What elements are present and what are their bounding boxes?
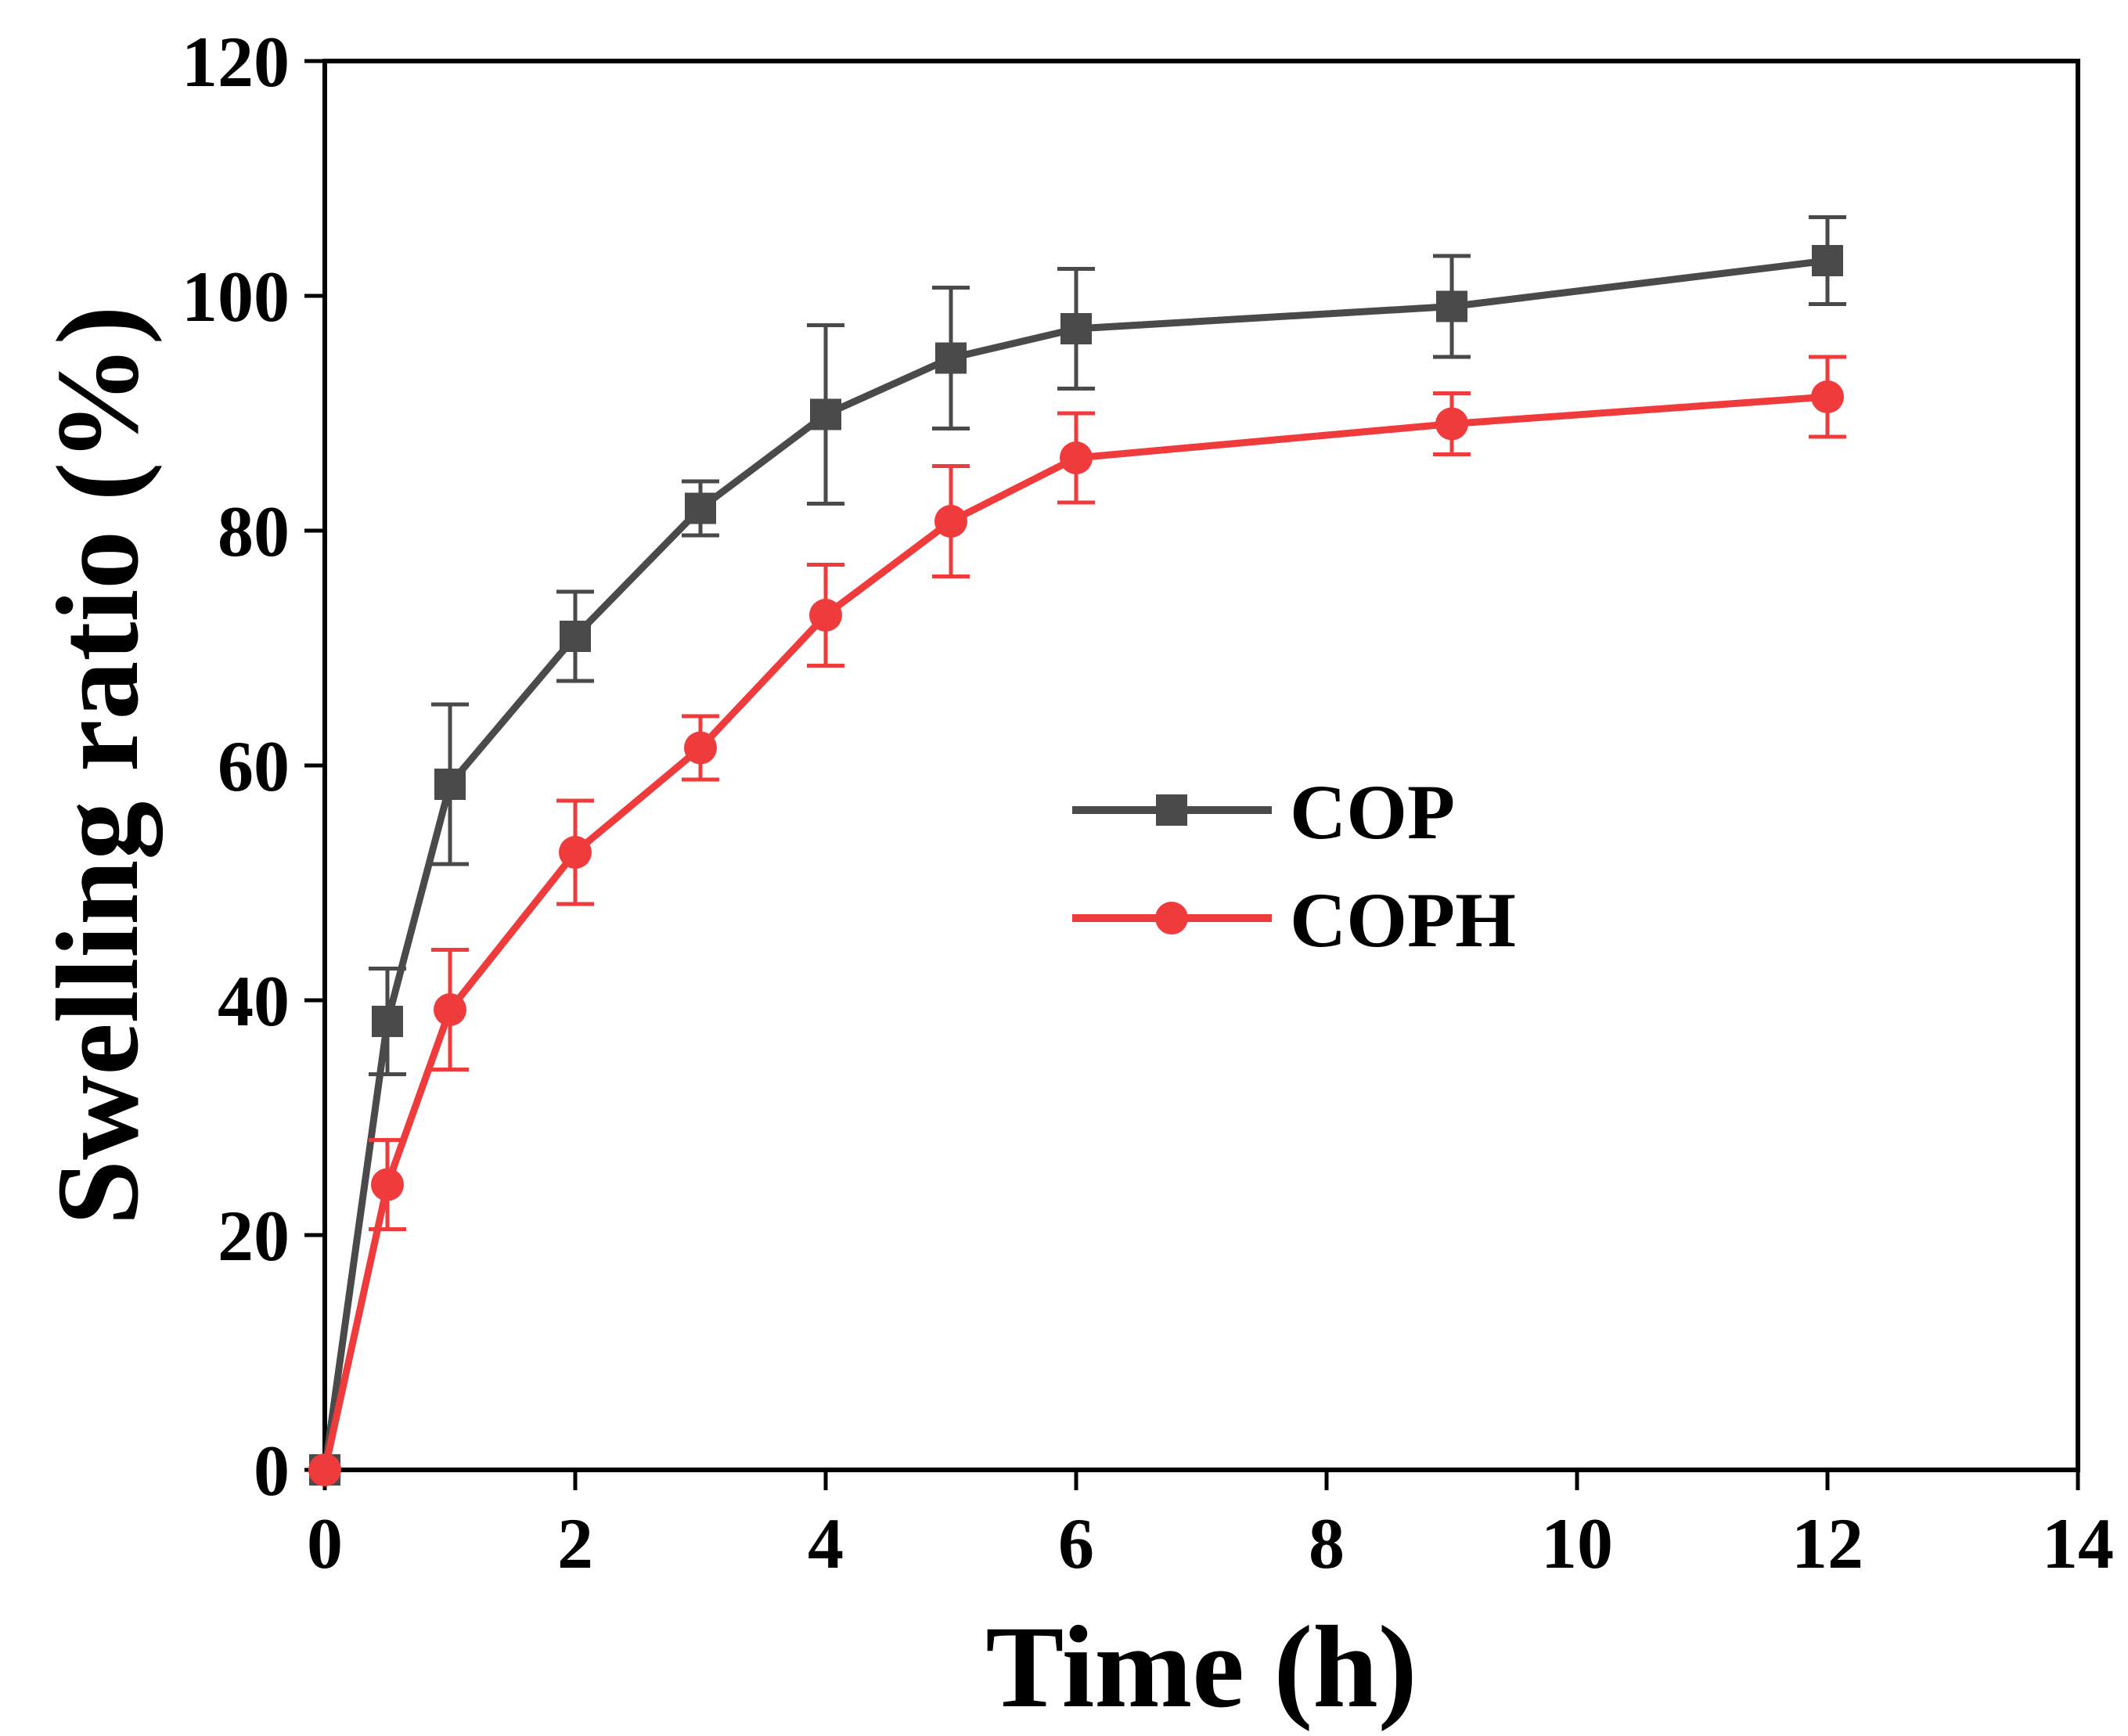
data-point <box>1811 380 1844 413</box>
data-point <box>809 599 842 632</box>
y-axis-title: Swelling ratio (%) <box>33 306 163 1226</box>
legend-label-cop: COP <box>1290 769 1455 855</box>
data-point <box>1812 245 1843 276</box>
x-tick-label: 8 <box>1309 1504 1345 1583</box>
data-point <box>685 492 716 524</box>
data-point <box>560 621 591 652</box>
legend-marker-coph <box>1155 902 1188 935</box>
data-point <box>1436 290 1467 322</box>
y-tick-labels: 0 20 40 60 80 100 120 <box>182 22 290 1511</box>
y-tick-label: 40 <box>218 961 290 1041</box>
data-point <box>935 342 967 374</box>
x-tick-label: 6 <box>1058 1504 1094 1583</box>
data-point <box>308 1453 341 1486</box>
data-point <box>684 731 717 765</box>
data-point <box>371 1168 404 1201</box>
data-point <box>1060 441 1093 474</box>
series-line <box>321 393 1828 1471</box>
x-tick-label: 4 <box>808 1504 844 1583</box>
legend-marker-cop <box>1156 794 1187 826</box>
data-point <box>1060 313 1092 344</box>
data-point <box>559 836 592 869</box>
data-point <box>434 993 466 1026</box>
data-point <box>934 505 967 538</box>
x-tick-label: 0 <box>307 1504 343 1583</box>
x-tick-label: 2 <box>557 1504 593 1583</box>
y-tick-label: 0 <box>254 1431 290 1511</box>
series-coph <box>308 355 1846 1486</box>
x-axis-title: Time (h) <box>985 1602 1417 1732</box>
data-point <box>434 769 466 800</box>
legend-label-coph: COPH <box>1290 877 1516 963</box>
series-layer <box>308 215 1846 1486</box>
legend: COP COPH <box>1072 769 1516 963</box>
data-point <box>1435 407 1468 441</box>
x-tick-label: 10 <box>1541 1504 1613 1583</box>
y-tick-label: 120 <box>182 22 290 102</box>
series-cop <box>309 215 1846 1486</box>
series-line <box>321 257 1828 1471</box>
y-tick-label: 60 <box>218 726 290 806</box>
data-point <box>372 1006 403 1037</box>
data-point <box>810 398 841 430</box>
y-tick-label: 100 <box>182 257 290 337</box>
x-tick-labels: 0 2 4 6 8 10 12 14 <box>307 1504 2114 1583</box>
y-tick-label: 20 <box>218 1196 290 1276</box>
x-tick-label: 12 <box>1791 1504 1863 1583</box>
x-tick-label: 14 <box>2042 1504 2114 1583</box>
y-tick-label: 80 <box>218 492 290 571</box>
